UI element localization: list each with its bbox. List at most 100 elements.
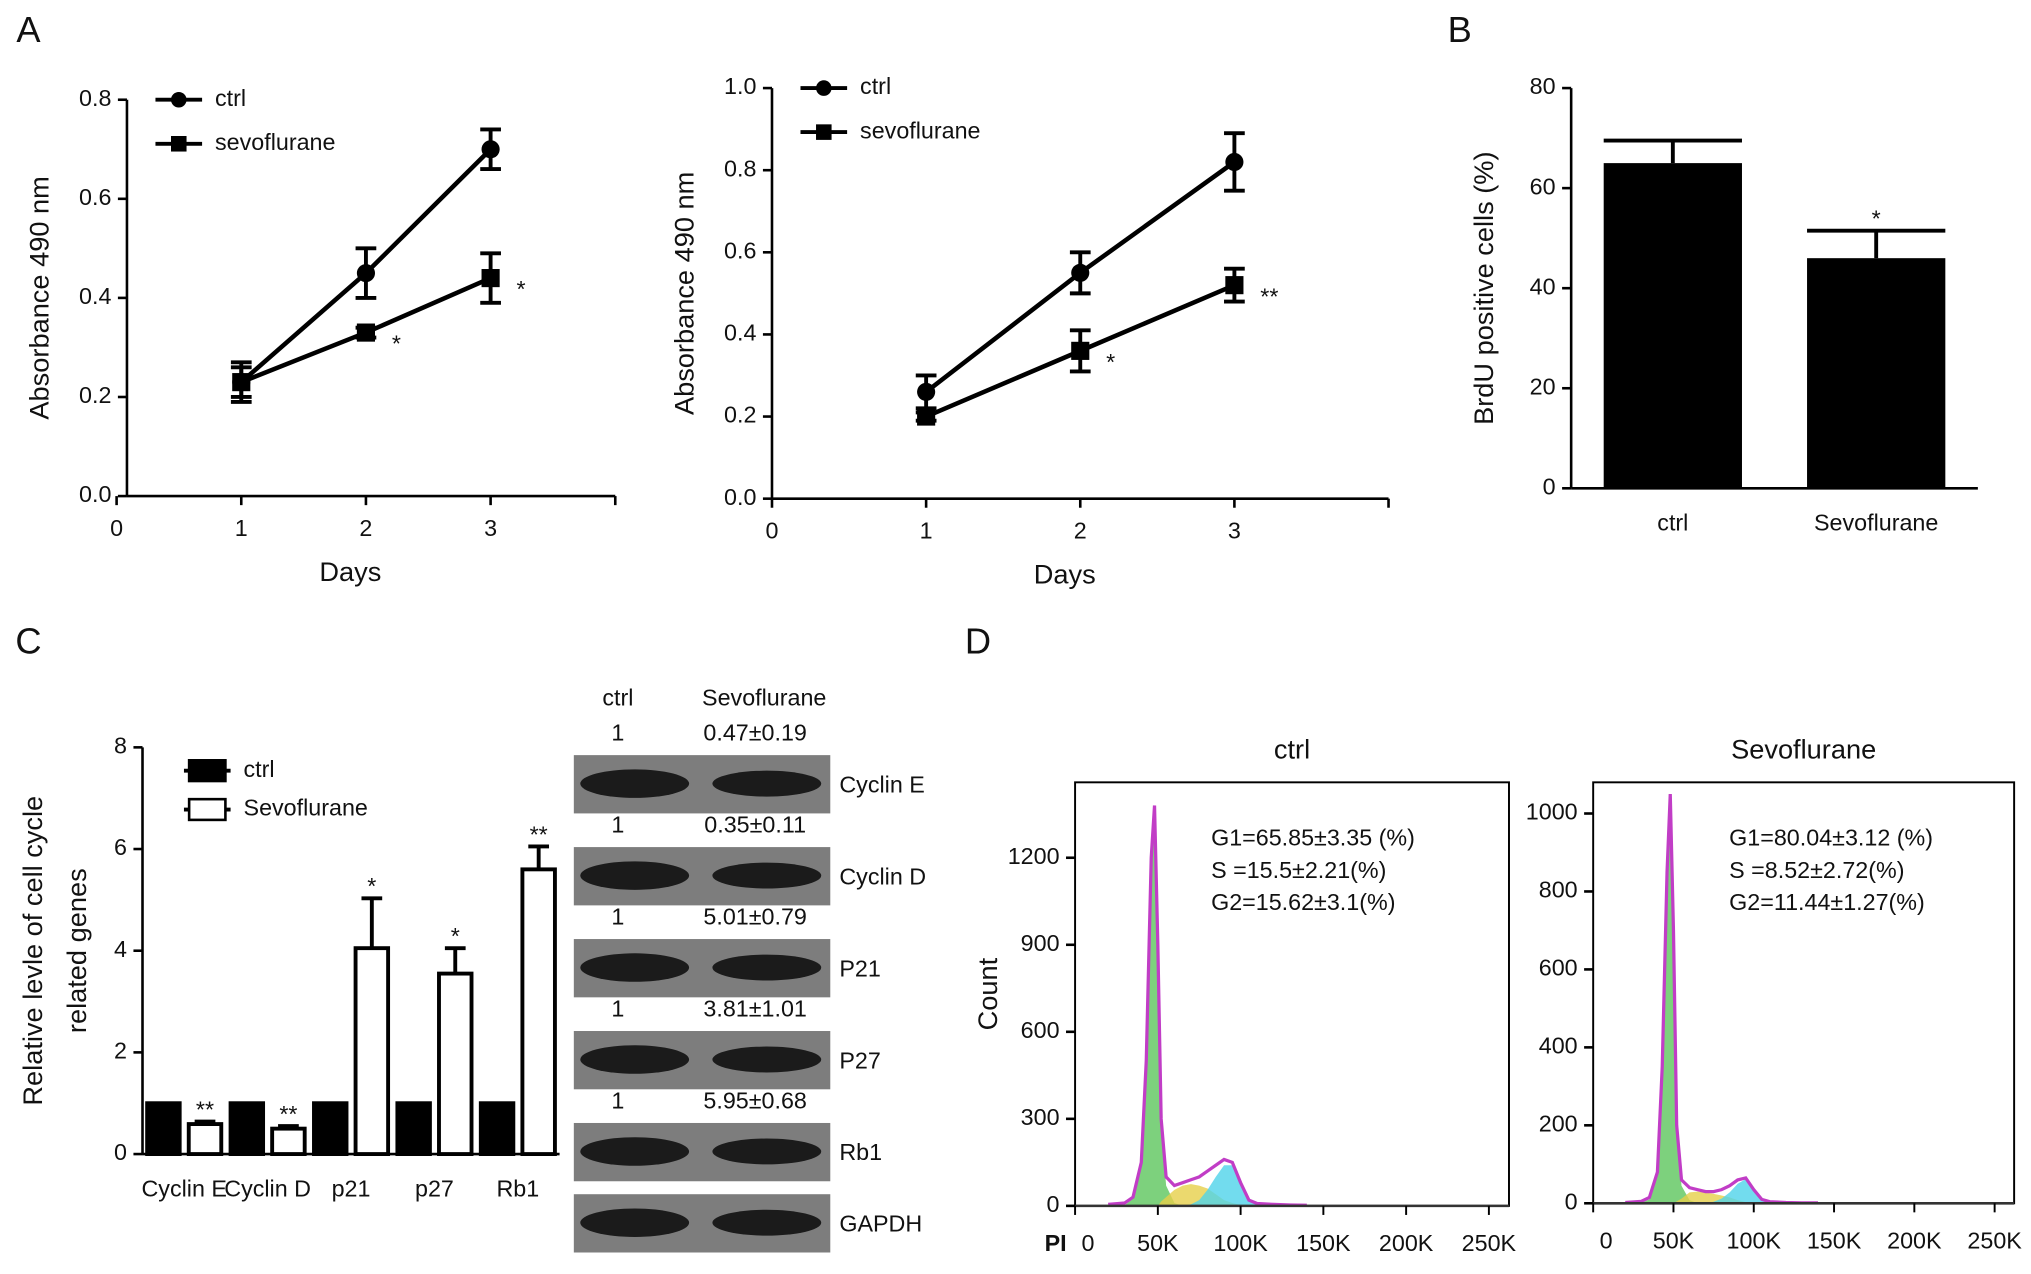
blot-ratio: 1 (611, 995, 624, 1021)
blot-ratio: 1 (611, 720, 624, 746)
point (481, 269, 500, 288)
blot-band (712, 1138, 822, 1165)
y-tick-label: 0.8 (79, 85, 111, 111)
blot-ratio: 5.95±0.68 (703, 1087, 806, 1113)
y-tick-label: 2 (114, 1038, 127, 1064)
histogram-line (1625, 793, 1818, 1205)
x-tick-label: 0 (766, 518, 779, 544)
y-tick-label: 200 (1539, 1110, 1578, 1136)
blot-band (580, 769, 690, 798)
significance: * (517, 276, 526, 302)
x-tick-label: 50K (1653, 1227, 1695, 1253)
legend-marker (171, 91, 187, 108)
bar (270, 1126, 307, 1157)
blot-protein: Cyclin D (839, 863, 926, 889)
bar (186, 1122, 224, 1157)
point (917, 382, 936, 401)
bar (353, 946, 391, 1157)
blot-band (580, 953, 690, 982)
y-tick-label: 400 (1539, 1033, 1578, 1059)
blot-protein: P27 (839, 1047, 880, 1073)
legend-marker (816, 124, 832, 140)
x-tick-label: 50K (1137, 1230, 1179, 1256)
annotation: G2=11.44±1.27(%) (1729, 889, 1925, 915)
panel-label: C (15, 620, 41, 661)
significance: * (451, 923, 460, 949)
x-axis-label: PI (1045, 1230, 1067, 1256)
significance: * (367, 873, 376, 899)
x-tick-label: 2 (359, 515, 372, 541)
y-tick-label: 4 (114, 936, 127, 962)
blot-protein: GAPDH (839, 1210, 922, 1236)
blot-band (580, 1137, 690, 1166)
legend-label: sevoflurane (215, 129, 335, 155)
bar (1603, 163, 1742, 489)
x-tick-label: Cyclin E (141, 1175, 226, 1201)
x-tick-label: 1 (235, 515, 248, 541)
significance: ** (279, 1101, 297, 1127)
x-tick-label: 0 (1600, 1227, 1613, 1253)
x-tick-label: p21 (332, 1175, 371, 1201)
x-tick-label: p27 (415, 1175, 454, 1201)
legend-label: sevoflurane (860, 117, 980, 143)
point (1071, 341, 1090, 360)
y-tick-label: 0.6 (79, 184, 111, 210)
significance: ** (530, 821, 548, 847)
annotation: S =15.5±2.21(%) (1211, 857, 1386, 883)
legend-marker (816, 80, 832, 96)
x-tick-label: Sevoflurane (1814, 510, 1938, 536)
y-tick-label: 20 (1530, 373, 1556, 399)
y-tick-label: 600 (1021, 1017, 1060, 1043)
blot-column: ctrl (602, 685, 633, 711)
blot-band (712, 862, 822, 889)
bar (395, 1101, 432, 1157)
blot-ratio: 3.81±1.01 (703, 995, 806, 1021)
blot-band (712, 954, 822, 981)
y-tick-label: 800 (1539, 877, 1578, 903)
y-tick-label: 0.4 (724, 320, 756, 346)
significance: ** (196, 1096, 214, 1122)
point (1225, 276, 1244, 295)
y-tick-label: 6 (114, 834, 127, 860)
x-tick-label: 1 (920, 518, 933, 544)
x-tick-label: 250K (1967, 1227, 2022, 1253)
y-tick-label: 0.4 (79, 283, 111, 309)
x-tick-label: 250K (1462, 1230, 1517, 1256)
y-tick-label: 0.0 (79, 481, 111, 507)
y-tick-label: 0 (1047, 1191, 1060, 1217)
bar (312, 1101, 349, 1157)
blot-ratio: 0.47±0.19 (703, 720, 806, 746)
y-axis-label: Absorbance 490 nm (24, 176, 55, 419)
blot-band (580, 861, 690, 890)
y-tick-label: 1200 (1008, 843, 1060, 869)
blot-protein: Rb1 (839, 1139, 882, 1165)
y-tick-label: 60 (1530, 173, 1556, 199)
x-axis-label: Days (1034, 559, 1096, 590)
y-tick-label: 900 (1021, 930, 1060, 956)
y-tick-label: 8 (114, 733, 127, 759)
blot-band (712, 1046, 822, 1073)
x-tick-label: 0 (110, 515, 123, 541)
y-axis-label: Absorbance 490 nm (669, 172, 700, 415)
bar (228, 1101, 266, 1157)
panel-label: B (1448, 9, 1472, 50)
y-tick-label: 1.0 (724, 73, 756, 99)
y-tick-label: 0 (114, 1139, 127, 1165)
annotation: S =8.52±2.72(%) (1729, 857, 1904, 883)
legend-marker (187, 759, 227, 783)
point (356, 264, 376, 283)
point (1071, 263, 1090, 282)
bar (145, 1101, 182, 1157)
x-tick-label: 200K (1887, 1227, 1942, 1253)
legend-label: ctrl (244, 756, 275, 782)
blot-band (712, 1209, 822, 1236)
component-area (1108, 1165, 1307, 1206)
blot-protein: P21 (839, 955, 880, 981)
blot-ratio: 0.35±0.11 (704, 812, 806, 838)
legend-label: Sevoflurane (244, 795, 368, 821)
x-tick-label: Cyclin D (224, 1175, 311, 1201)
y-axis-label: Count (972, 957, 1003, 1030)
point (481, 140, 500, 159)
